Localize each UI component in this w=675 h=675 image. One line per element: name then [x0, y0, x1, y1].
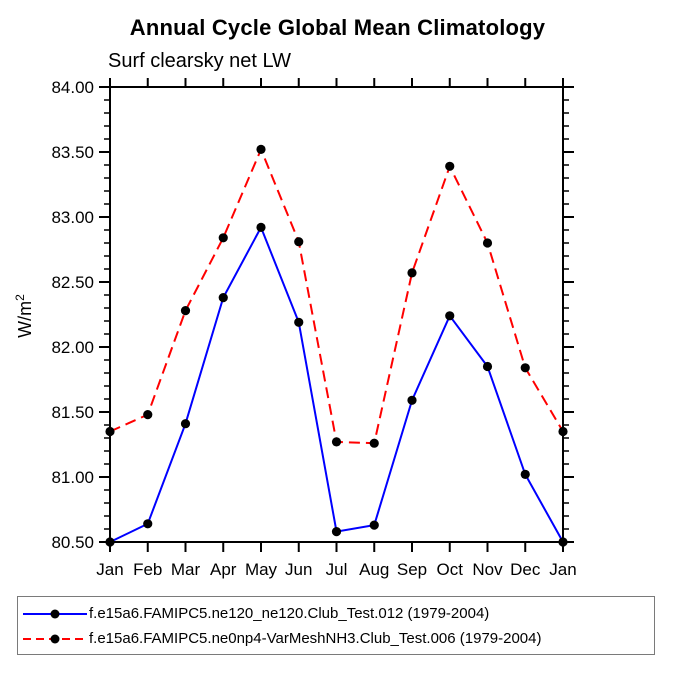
y-tick-label: 83.50	[51, 143, 94, 162]
x-tick-label: Jul	[326, 560, 348, 579]
legend-sample-dashed	[23, 634, 87, 643]
data-point-series-2	[369, 438, 379, 448]
data-point-series-1	[105, 537, 115, 547]
data-point-series-2	[482, 238, 493, 248]
series-line-1	[109, 225, 564, 543]
data-point-series-1	[445, 311, 455, 321]
y-tick-label: 82.00	[51, 338, 94, 357]
data-point-series-2	[520, 363, 530, 373]
y-tick-label: 80.50	[51, 533, 94, 552]
chart-title: Annual Cycle Global Mean Climatology	[129, 15, 546, 40]
data-point-series-2	[256, 144, 266, 154]
data-point-series-2	[294, 237, 304, 247]
legend-sample-solid	[23, 609, 87, 618]
data-point-series-2	[218, 233, 228, 243]
x-tick-label: Apr	[210, 560, 237, 579]
x-tick-label: Dec	[510, 560, 541, 579]
data-point-series-1	[143, 519, 153, 529]
x-tick-label: Mar	[171, 560, 201, 579]
data-point-series-1	[331, 527, 342, 537]
x-tick-label: Sep	[397, 560, 427, 579]
data-point-series-1	[294, 317, 304, 327]
legend-row-series-2: f.e15a6.FAMIPC5.ne0np4-VarMeshNH3.Club_T…	[18, 626, 654, 651]
data-point-series-1	[256, 222, 266, 232]
data-point-series-1	[558, 537, 568, 547]
data-point-series-2	[331, 437, 342, 447]
legend-label-series-2: f.e15a6.FAMIPC5.ne0np4-VarMeshNH3.Club_T…	[89, 630, 542, 647]
data-point-series-2	[558, 426, 568, 437]
x-tick-label: Nov	[472, 560, 503, 579]
data-point-series-1	[180, 419, 191, 429]
data-point-series-2	[143, 410, 153, 420]
data-point-series-1	[407, 395, 417, 405]
x-tick-label: Jan	[549, 560, 576, 579]
y-tick-label: 84.00	[51, 78, 94, 97]
data-point-series-1	[520, 469, 530, 479]
data-point-series-2	[180, 306, 191, 316]
x-tick-label: Oct	[437, 560, 464, 579]
x-tick-label: Aug	[359, 560, 389, 579]
data-point-series-1	[218, 293, 228, 303]
data-point-series-2	[407, 268, 417, 278]
legend-label-series-1: f.e15a6.FAMIPC5.ne120_ne120.Club_Test.01…	[89, 605, 490, 622]
data-point-series-2	[105, 426, 115, 437]
legend-marker-dot-icon	[50, 609, 60, 618]
legend-row-series-1: f.e15a6.FAMIPC5.ne120_ne120.Club_Test.01…	[18, 601, 654, 626]
x-tick-label: Jan	[96, 560, 123, 579]
y-tick-label: 83.00	[51, 208, 94, 227]
legend-box: f.e15a6.FAMIPC5.ne120_ne120.Club_Test.01…	[17, 596, 655, 655]
y-tick-label: 81.50	[51, 403, 94, 422]
x-tick-label: Feb	[133, 560, 162, 579]
y-tick-label: 81.00	[51, 468, 94, 487]
series-line-2	[109, 146, 564, 445]
y-tick-label: 82.50	[51, 273, 94, 292]
x-tick-label: Jun	[285, 560, 312, 579]
chart-subtitle: Surf clearsky net LW	[108, 50, 292, 72]
data-point-series-2	[445, 161, 455, 171]
plot-frame	[109, 86, 564, 543]
data-point-series-1	[369, 520, 379, 530]
x-tick-label: May	[245, 560, 278, 579]
data-point-series-1	[482, 361, 493, 372]
legend-marker-dot-icon	[50, 634, 60, 643]
